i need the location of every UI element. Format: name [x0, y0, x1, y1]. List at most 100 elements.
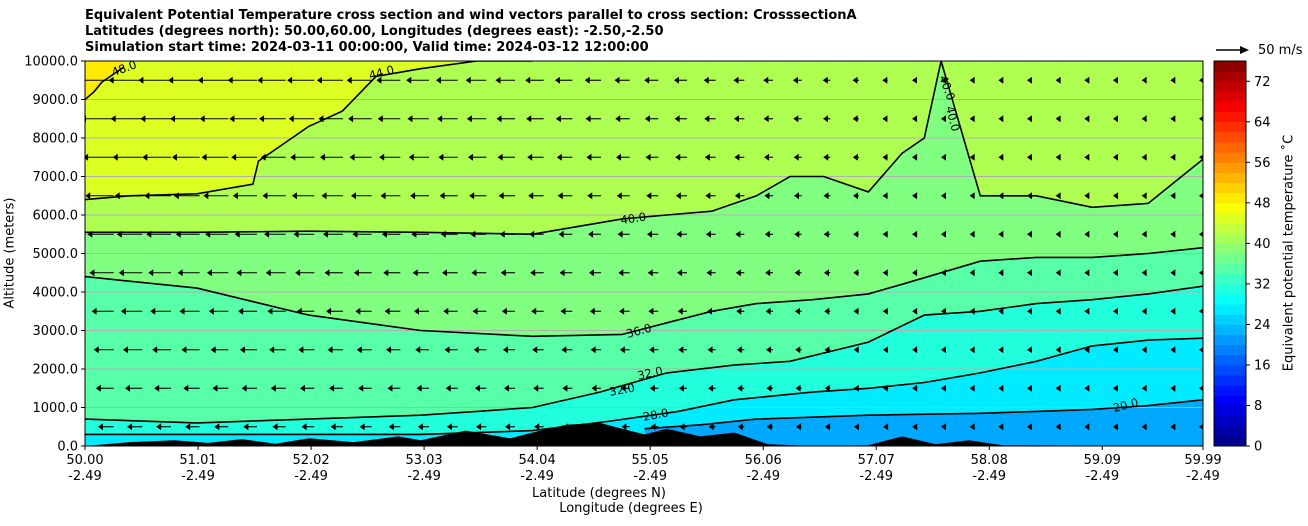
wind-arrow-165: [529, 230, 544, 238]
wind-arrow-226: [705, 192, 716, 200]
wind-arrow-375: [1141, 230, 1147, 238]
wind-arrow-9: [49, 77, 85, 84]
wind-arrow-308: [941, 115, 946, 123]
wind-arrow-296: [912, 192, 918, 200]
y-tick-label-5: 5000.0: [33, 247, 79, 262]
wind-arrow-62: [239, 346, 257, 354]
wind-arrow-239: [733, 76, 745, 84]
wind-arrow-24: [118, 269, 143, 277]
wind-arrow-74: [265, 269, 286, 277]
wind-arrow-65: [234, 230, 257, 238]
wind-arrow-346: [1055, 192, 1061, 200]
wind-arrow-42: [181, 346, 200, 354]
colorbar-level-36: [1214, 253, 1246, 265]
wind-arrow-184: [588, 269, 601, 277]
wind-arrow-70: [272, 423, 286, 431]
wind-arrow-313: [969, 307, 975, 315]
wind-arrow-54: [207, 269, 229, 277]
wind-arrow-66: [232, 192, 257, 200]
wind-arrow-257: [793, 153, 802, 161]
wind-arrow-12: [93, 346, 114, 354]
field-band-40-44: [85, 61, 1203, 235]
wind-arrow-6: [56, 192, 85, 199]
wind-arrow-194: [618, 269, 630, 277]
colorbar-level-22: [1214, 324, 1246, 335]
wind-arrow-78: [259, 115, 286, 123]
x-axis-title-latitude: Latitude (degrees N): [532, 486, 666, 501]
wind-arrow-133: [443, 307, 458, 315]
x-tick-label-lon-10: -2.49: [1186, 469, 1220, 484]
wind-arrow-144: [471, 269, 487, 277]
wind-arrow-369: [1113, 76, 1118, 84]
colorbar-level-60: [1214, 131, 1246, 143]
colorbar-level-46: [1214, 202, 1246, 214]
wind-arrow-275: [853, 230, 859, 238]
wind-arrow-136: [439, 192, 458, 200]
colorbar-level-58: [1214, 142, 1246, 153]
wind-arrow-309: [941, 76, 946, 84]
wind-arrow-198: [615, 115, 630, 123]
wind-arrow-130: [446, 423, 458, 431]
colorbar-level-20: [1214, 334, 1246, 346]
wind-arrow-250: [795, 423, 802, 431]
wind-arrow-222: [707, 346, 716, 354]
wind-arrow-279: [852, 76, 859, 84]
wind-arrow-209: [644, 76, 659, 84]
colorbar-tick-label-5: 40: [1254, 237, 1271, 252]
wind-arrow-367: [1113, 153, 1118, 161]
wind-arrow-287: [882, 153, 888, 161]
wind-arrow-266: [823, 192, 831, 200]
wind-arrow-207: [645, 153, 659, 161]
wind-arrow-64: [236, 269, 257, 277]
wind-arrow-72: [269, 346, 286, 354]
wind-arrow-147: [467, 153, 487, 161]
wind-arrow-167: [527, 153, 544, 161]
wind-arrow-330: [1027, 423, 1032, 431]
wind-arrow-129: [406, 76, 429, 84]
colorbar-level-38: [1214, 243, 1246, 254]
wind-arrow-301: [941, 384, 946, 392]
wind-arrow-169: [525, 76, 544, 84]
wind-arrow-374: [1141, 269, 1147, 277]
wind-arrow-380: [1170, 423, 1176, 431]
wind-arrow-182: [590, 346, 601, 354]
wind-arrow-249: [763, 76, 773, 84]
wind-arrow-236: [734, 192, 745, 200]
wind-arrow-384: [1170, 269, 1176, 277]
wind-arrow-122: [415, 346, 429, 354]
wind-arrow-206: [646, 192, 659, 200]
colorbar-level-52: [1214, 172, 1246, 183]
wind-arrow-363: [1113, 307, 1118, 315]
colorbar-level-32: [1214, 273, 1246, 285]
wind-arrow-15: [87, 230, 114, 238]
wind-arrow-197: [616, 153, 630, 161]
wind-arrow-35: [146, 230, 171, 238]
wind-arrow-273: [853, 307, 859, 315]
wind-arrow-176: [557, 192, 573, 200]
colorbar-tick-label-0: 0: [1254, 440, 1262, 455]
wind-arrow-314: [969, 269, 975, 277]
x-tick-label-lat-5: 55.05: [632, 453, 669, 468]
wind-arrow-283: [882, 307, 888, 315]
colorbar-level-30: [1214, 283, 1246, 295]
y-tick-label-2: 2000.0: [33, 363, 79, 378]
wind-arrow-178: [555, 115, 573, 123]
wind-arrow-341: [1055, 384, 1061, 392]
wind-arrow-37: [142, 153, 171, 161]
wind-arrow-270: [854, 423, 860, 431]
contour-line-6: [644, 399, 1203, 430]
wind-arrow-328: [998, 115, 1004, 123]
wind-arrow-224: [706, 269, 716, 277]
wind-arrow-243: [765, 307, 773, 315]
wind-arrow-310: [969, 423, 975, 431]
field-band-44-48: [85, 61, 1203, 200]
wind-arrow-389: [1170, 76, 1176, 84]
wind-arrow-322: [998, 346, 1004, 354]
wind-arrow-357: [1084, 153, 1090, 161]
wind-arrow-40: [185, 423, 200, 431]
wind-arrow-143: [472, 307, 487, 315]
wind-arrow-89: [287, 76, 315, 84]
wind-arrow-258: [793, 115, 802, 123]
colorbar-level-54: [1214, 162, 1246, 173]
wind-arrow-203: [648, 307, 659, 315]
